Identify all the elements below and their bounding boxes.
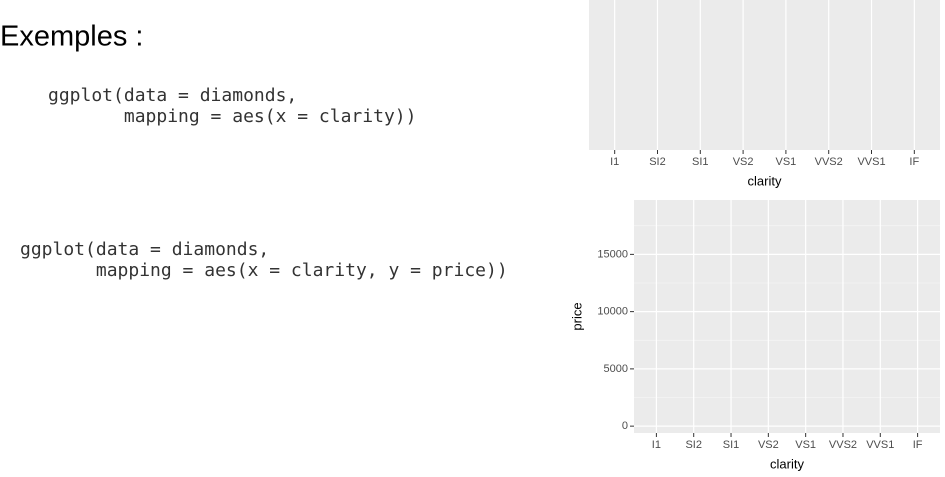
x-axis-label: clarity: [770, 456, 804, 471]
x-tick-label: SI1: [692, 156, 709, 168]
code-line: ggplot(data = diamonds,: [20, 239, 269, 260]
code-line: mapping = aes(x = clarity, y = price)): [20, 260, 508, 281]
x-tick-label: IF: [913, 439, 923, 451]
x-tick-label: SI1: [723, 439, 740, 451]
x-axis-label: clarity: [748, 173, 782, 188]
x-tick-label: VS1: [776, 156, 797, 168]
x-tick-label: VVS1: [866, 439, 894, 451]
y-tick-label: 5000: [604, 363, 628, 375]
y-tick-label: 0: [622, 420, 628, 432]
x-tick-label: VVS1: [857, 156, 885, 168]
x-tick-label: SI2: [685, 439, 702, 451]
x-tick-label: VVS2: [829, 439, 857, 451]
slide-title: Exemples :: [0, 21, 143, 53]
panel: [589, 0, 940, 150]
code-line: ggplot(data = diamonds,: [48, 85, 297, 106]
x-tick-label: I1: [610, 156, 619, 168]
code-line: mapping = aes(x = clarity)): [48, 106, 416, 127]
x-tick-label: VS2: [758, 439, 779, 451]
y-axis-label: price: [569, 302, 584, 330]
x-tick-label: IF: [909, 156, 919, 168]
x-tick-label: VS1: [795, 439, 816, 451]
x-tick-label: VS2: [733, 156, 754, 168]
y-tick-label: 10000: [597, 306, 628, 318]
x-tick-label: VVS2: [815, 156, 843, 168]
panel: [634, 200, 940, 433]
y-tick-label: 15000: [597, 248, 628, 260]
x-tick-label: SI2: [649, 156, 666, 168]
x-tick-label: I1: [652, 439, 661, 451]
